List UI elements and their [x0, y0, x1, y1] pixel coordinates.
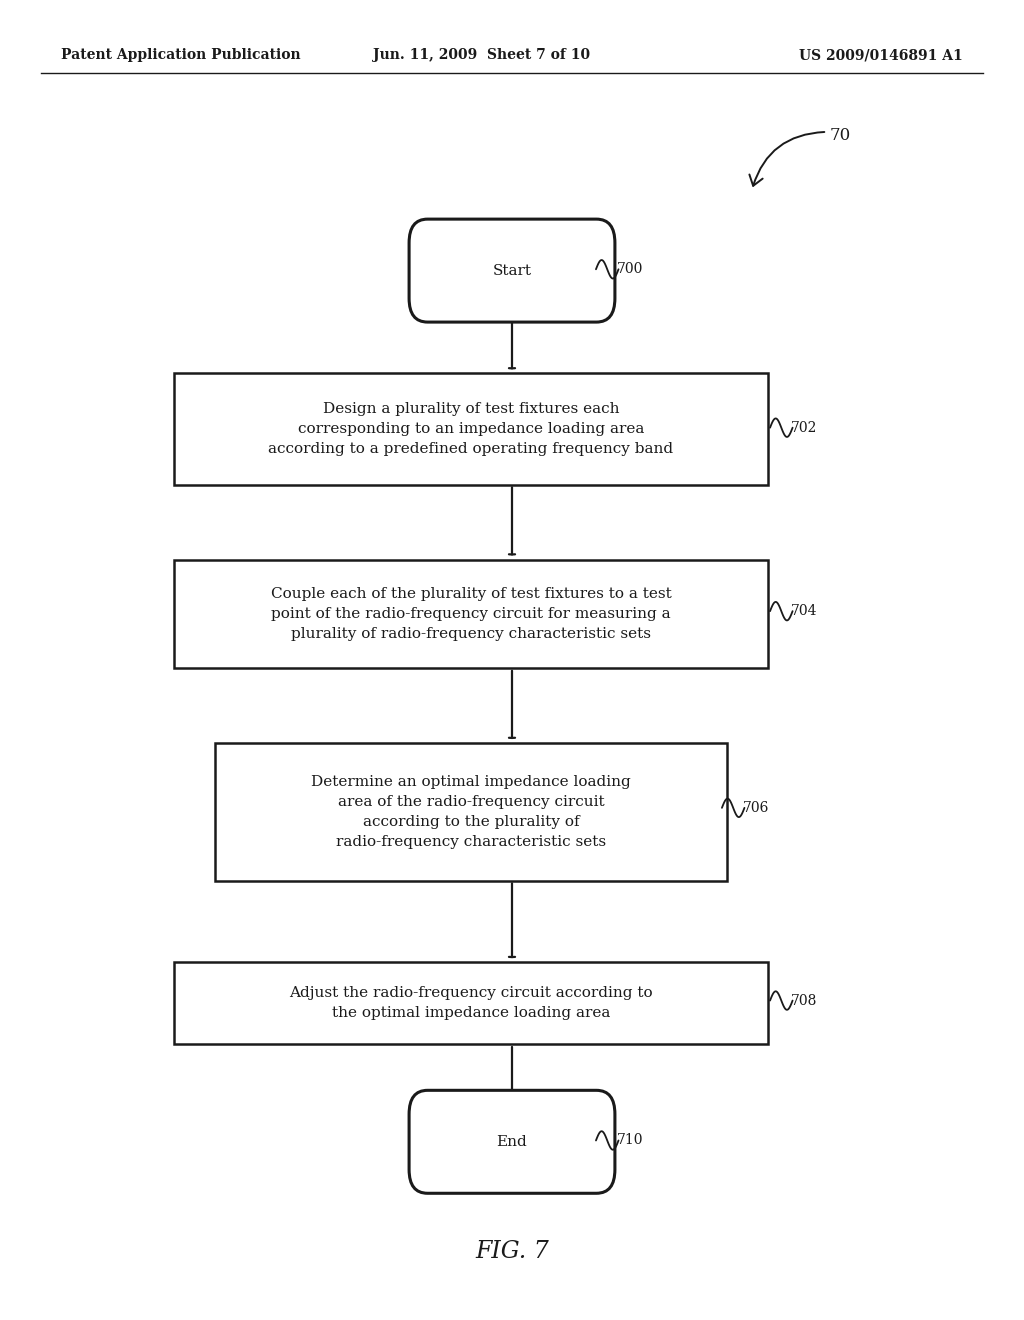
Text: Jun. 11, 2009  Sheet 7 of 10: Jun. 11, 2009 Sheet 7 of 10	[373, 49, 590, 62]
Text: 700: 700	[616, 263, 643, 276]
Text: Determine an optimal impedance loading
area of the radio-frequency circuit
accor: Determine an optimal impedance loading a…	[311, 775, 631, 849]
Text: 704: 704	[791, 605, 817, 618]
Text: Patent Application Publication: Patent Application Publication	[61, 49, 301, 62]
Text: FIG. 7: FIG. 7	[475, 1239, 549, 1263]
FancyBboxPatch shape	[409, 219, 614, 322]
Text: 710: 710	[616, 1134, 643, 1147]
FancyArrowPatch shape	[750, 132, 824, 186]
Text: End: End	[497, 1135, 527, 1148]
Text: 708: 708	[791, 994, 817, 1007]
FancyBboxPatch shape	[409, 1090, 614, 1193]
Text: US 2009/0146891 A1: US 2009/0146891 A1	[799, 49, 963, 62]
Bar	[174, 560, 768, 668]
Text: Design a plurality of test fixtures each
corresponding to an impedance loading a: Design a plurality of test fixtures each…	[268, 403, 674, 455]
Text: Start: Start	[493, 264, 531, 277]
Text: Adjust the radio-frequency circuit according to
the optimal impedance loading ar: Adjust the radio-frequency circuit accor…	[289, 986, 653, 1020]
Bar	[174, 962, 768, 1044]
Text: 702: 702	[791, 421, 817, 434]
Text: 706: 706	[742, 801, 769, 814]
Bar	[215, 742, 727, 882]
Text: Couple each of the plurality of test fixtures to a test
point of the radio-frequ: Couple each of the plurality of test fix…	[270, 587, 672, 640]
Bar	[174, 372, 768, 484]
Text: 70: 70	[829, 128, 851, 144]
